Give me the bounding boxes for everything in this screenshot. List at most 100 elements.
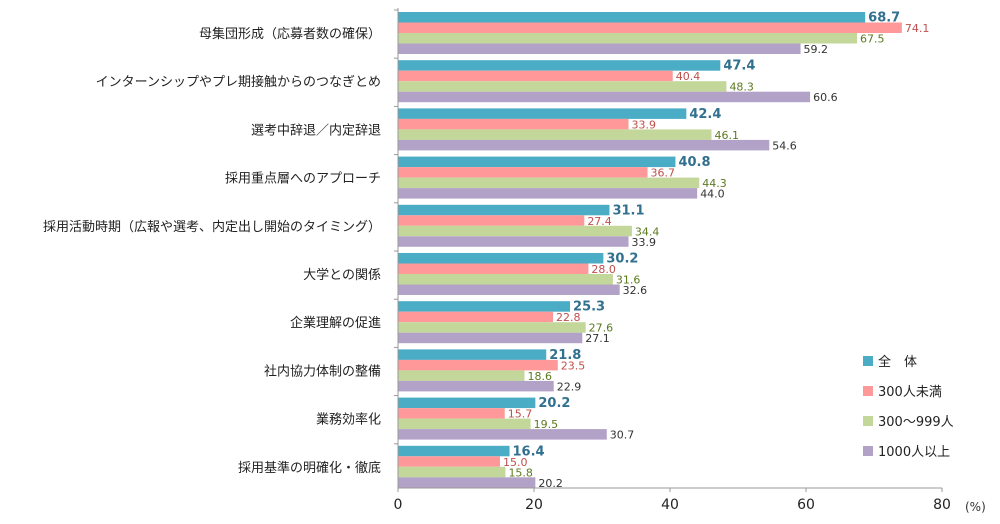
legend-label: 1000人以上 bbox=[878, 445, 950, 460]
data-label: 60.6 bbox=[813, 91, 838, 104]
category-label: 採用活動時期（広報や選考、内定出し開始のタイミング） bbox=[43, 219, 381, 235]
legend: 全 体 300人未満 300～999人 1000人以上 bbox=[863, 354, 954, 460]
data-label: 28.0 bbox=[591, 263, 616, 276]
bar-9-0 bbox=[398, 445, 510, 457]
data-label: 74.1 bbox=[905, 22, 930, 35]
bar-8-0 bbox=[398, 397, 536, 409]
data-label: 16.4 bbox=[513, 444, 545, 459]
bar-2-1 bbox=[398, 118, 629, 130]
bar-7-2 bbox=[398, 370, 525, 381]
bar-9-2 bbox=[398, 466, 506, 478]
legend-swatch bbox=[863, 356, 873, 366]
category-label: 企業理解の促進 bbox=[290, 315, 381, 331]
data-label: 33.9 bbox=[632, 118, 657, 131]
bar-8-2 bbox=[398, 418, 531, 430]
data-label: 48.3 bbox=[729, 81, 754, 94]
data-label: 54.6 bbox=[772, 139, 797, 152]
data-label: 20.2 bbox=[538, 396, 570, 411]
bar-1-2 bbox=[398, 81, 727, 92]
category-label: 選考中辞退／内定辞退 bbox=[251, 122, 381, 138]
bar-2-2 bbox=[398, 129, 712, 140]
bar-3-0 bbox=[398, 156, 676, 168]
category-label: 社内協力体制の整備 bbox=[264, 363, 381, 379]
legend-label: 300人未満 bbox=[878, 385, 942, 400]
data-label: 67.5 bbox=[860, 33, 885, 46]
data-label: 23.5 bbox=[561, 359, 586, 372]
data-label: 46.1 bbox=[714, 129, 739, 142]
bar-0-0 bbox=[398, 12, 866, 23]
bar-0-1 bbox=[398, 22, 902, 33]
bar-4-0 bbox=[398, 204, 610, 216]
data-label: 19.5 bbox=[534, 418, 559, 431]
bar-9-3 bbox=[398, 477, 536, 488]
data-label: 32.6 bbox=[623, 284, 648, 297]
bar-3-3 bbox=[398, 188, 698, 199]
data-label: 21.8 bbox=[549, 348, 581, 363]
data-label: 27.4 bbox=[587, 215, 612, 228]
unit-label: (%) bbox=[965, 500, 986, 514]
bar-0-2 bbox=[398, 33, 857, 44]
category-label: 業務効率化 bbox=[316, 412, 381, 428]
bar-2-0 bbox=[398, 108, 687, 119]
data-label: 31.1 bbox=[612, 203, 644, 218]
bar-5-0 bbox=[398, 253, 604, 264]
data-label: 22.8 bbox=[556, 311, 581, 324]
legend-label: 全 体 bbox=[878, 354, 917, 370]
x-tick-label: 80 bbox=[933, 497, 951, 513]
bar-4-3 bbox=[398, 236, 629, 247]
legend-swatch bbox=[863, 446, 873, 456]
data-label: 33.9 bbox=[632, 236, 657, 249]
bar-3-1 bbox=[398, 167, 648, 178]
category-label: 大学との関係 bbox=[303, 267, 381, 283]
data-label: 40.4 bbox=[676, 70, 701, 83]
data-label: 34.4 bbox=[635, 225, 660, 238]
bar-8-3 bbox=[398, 429, 607, 440]
data-label: 18.6 bbox=[527, 370, 552, 383]
bar-0-3 bbox=[398, 43, 801, 54]
bar-1-0 bbox=[398, 60, 721, 71]
data-label: 31.6 bbox=[616, 274, 641, 287]
data-label: 15.7 bbox=[508, 408, 533, 421]
bar-7-1 bbox=[398, 359, 558, 371]
data-label: 30.7 bbox=[610, 429, 635, 442]
data-label: 44.0 bbox=[700, 188, 725, 201]
data-label: 44.3 bbox=[702, 177, 727, 190]
x-tick-label: 40 bbox=[661, 497, 679, 513]
bar-6-2 bbox=[398, 322, 586, 333]
x-tick-label: 20 bbox=[525, 497, 543, 513]
bar-6-0 bbox=[398, 301, 571, 312]
bar-7-3 bbox=[398, 380, 554, 392]
data-label: 59.2 bbox=[804, 43, 829, 56]
bar-5-3 bbox=[398, 284, 620, 295]
data-label: 47.4 bbox=[723, 59, 755, 74]
bar-4-1 bbox=[398, 215, 585, 226]
bar-9-1 bbox=[398, 456, 500, 467]
bar-8-1 bbox=[398, 408, 505, 419]
data-label: 68.7 bbox=[868, 11, 900, 26]
x-tick-label: 0 bbox=[394, 497, 403, 513]
legend-label: 300～999人 bbox=[878, 415, 954, 430]
legend-swatch bbox=[863, 386, 873, 396]
data-label: 15.8 bbox=[508, 466, 533, 479]
data-label: 15.0 bbox=[503, 456, 528, 469]
bar-1-3 bbox=[398, 91, 811, 103]
data-label: 30.2 bbox=[606, 252, 638, 267]
x-tick-label: 60 bbox=[797, 497, 815, 513]
category-label: インターンシップやプレ期接触からのつなぎとめ bbox=[96, 74, 381, 90]
data-label: 40.8 bbox=[678, 155, 710, 170]
bar-5-2 bbox=[398, 274, 613, 285]
data-label: 36.7 bbox=[651, 167, 676, 180]
category-label: 母集団形成（応募者数の確保） bbox=[199, 26, 381, 42]
data-label: 25.3 bbox=[573, 300, 605, 315]
bar-3-2 bbox=[398, 177, 700, 189]
bar-6-3 bbox=[398, 332, 583, 344]
bar-4-2 bbox=[398, 225, 632, 237]
category-label: 採用基準の明確化・徹底 bbox=[238, 460, 381, 476]
bar-6-1 bbox=[398, 311, 554, 323]
data-label: 22.9 bbox=[557, 380, 582, 393]
data-label: 42.4 bbox=[689, 107, 721, 122]
data-label: 27.6 bbox=[589, 322, 614, 335]
bar-5-1 bbox=[398, 263, 589, 274]
